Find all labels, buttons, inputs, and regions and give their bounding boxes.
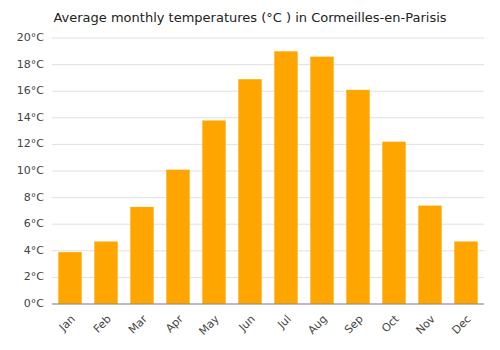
- y-grid: [52, 38, 484, 304]
- bar: [382, 142, 405, 304]
- grid-line: [52, 304, 484, 305]
- bar: [130, 207, 153, 304]
- y-tick-label: 0°C: [24, 297, 44, 310]
- x-tick-label: Sep: [342, 313, 366, 337]
- y-tick-label: 18°C: [17, 58, 44, 71]
- grid-line: [52, 144, 484, 145]
- bar: [202, 120, 225, 304]
- grid-line: [52, 64, 484, 65]
- grid-line: [52, 91, 484, 92]
- bar: [238, 79, 261, 304]
- x-tick-label: Jul: [274, 313, 293, 332]
- y-tick-label: 14°C: [17, 111, 44, 124]
- bars: [58, 51, 477, 304]
- x-tick-label: Dec: [450, 313, 474, 337]
- x-tick-label: Jan: [56, 313, 78, 335]
- bar: [94, 241, 117, 304]
- x-axis: Jan Feb Mar Apr May Jun Jul Aug Sep Oct Nov Dec: [56, 312, 474, 338]
- grid-line: [52, 171, 484, 172]
- y-tick-label: 16°C: [17, 84, 44, 97]
- y-tick-label: 2°C: [24, 270, 44, 283]
- x-tick-label: Apr: [163, 312, 186, 335]
- x-tick-label: Aug: [305, 313, 329, 337]
- bar: [58, 252, 81, 304]
- x-tick-label: Mar: [126, 312, 150, 336]
- x-tick-label: Feb: [91, 313, 114, 336]
- x-tick-label: May: [196, 312, 222, 338]
- grid-line: [52, 197, 484, 198]
- y-tick-label: 4°C: [24, 244, 44, 257]
- y-tick-label: 10°C: [17, 164, 44, 177]
- x-tick-label: Nov: [413, 312, 438, 337]
- y-tick-label: 6°C: [24, 217, 44, 230]
- bar: [346, 90, 369, 304]
- grid-line: [52, 117, 484, 118]
- bar: [454, 241, 477, 304]
- bar: [166, 170, 189, 304]
- bar: [418, 206, 441, 304]
- grid-line: [52, 38, 484, 39]
- x-tick-label: Oct: [379, 312, 402, 335]
- bar: [274, 51, 297, 304]
- title: Average monthly temperatures (°C ) in Co…: [53, 10, 446, 25]
- chart: 0°C 2°C 4°C 6°C 8°C 10°C 12°C 14°C 16°C 18°C 20°C J…: [0, 0, 500, 350]
- x-axis-line: [52, 304, 484, 305]
- y-tick-label: 8°C: [24, 191, 44, 204]
- y-tick-label: 12°C: [17, 137, 44, 150]
- y-tick-label: 20°C: [17, 31, 44, 44]
- bar: [310, 57, 333, 304]
- x-tick-label: Jun: [236, 313, 258, 335]
- y-axis: 0°C 2°C 4°C 6°C 8°C 10°C 12°C 14°C 16°C 18°C 20°C: [17, 31, 44, 310]
